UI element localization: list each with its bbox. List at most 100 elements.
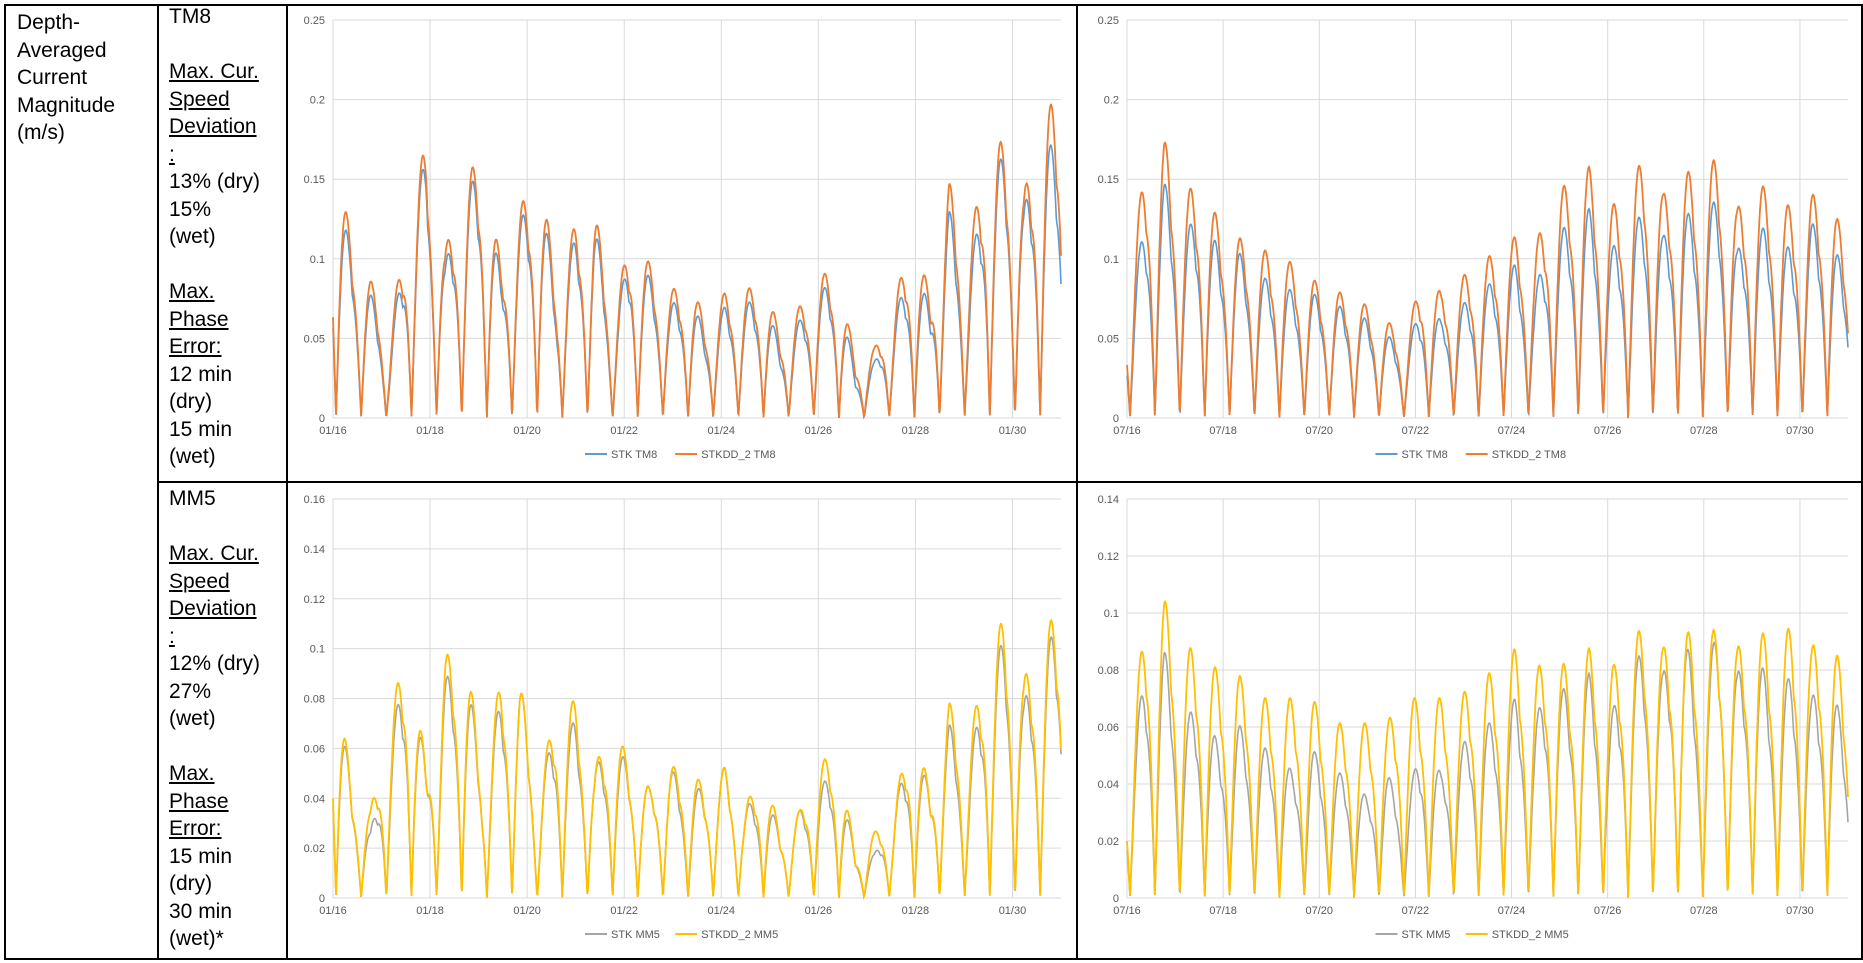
- x-tick-label: 01/18: [416, 425, 444, 437]
- station-stats-tm8: TM8 Max. Cur. Speed Deviation : 13% (dry…: [169, 3, 287, 471]
- y-tick-label: 0.15: [304, 174, 325, 186]
- x-tick-label: 07/28: [1690, 905, 1718, 917]
- table-border-top: [4, 4, 1862, 6]
- x-tick-label: 01/24: [708, 425, 736, 437]
- speed-deviation-value: (wet): [169, 225, 216, 248]
- table-border-right: [1861, 4, 1863, 960]
- y-tick-label: 0.06: [1098, 722, 1119, 734]
- series-line: [332, 103, 1062, 418]
- phase-error-label: Max.: [169, 762, 215, 785]
- speed-deviation-label: Max. Cur.: [169, 60, 259, 83]
- y-tick-label: 0.06: [304, 743, 325, 755]
- column-divider: [286, 4, 288, 960]
- y-tick-label: 0.25: [304, 15, 325, 27]
- x-tick-label: 07/18: [1209, 425, 1237, 437]
- y-tick-label: 0.1: [310, 644, 325, 656]
- series-line: [1126, 600, 1849, 898]
- x-tick-label: 07/26: [1594, 905, 1622, 917]
- parameter-label-line: Current: [17, 66, 88, 89]
- phase-error-value: (dry): [169, 390, 213, 413]
- speed-deviation-label: Speed: [169, 569, 230, 593]
- y-tick-label: 0.1: [310, 254, 325, 266]
- table-border-bottom: [4, 958, 1862, 960]
- x-tick-label: 01/30: [999, 905, 1027, 917]
- x-tick-label: 07/22: [1402, 425, 1430, 437]
- chart-mm5-january: 0 0.02 0.04 0.06 0.08 0.1 0.12 0.14 0.16 01/16 01/…: [289, 487, 1071, 956]
- phase-error-label: Max.: [169, 280, 215, 303]
- legend-label: STKDD_2 MM5: [701, 929, 778, 941]
- x-tick-label: 07/16: [1113, 425, 1141, 437]
- speed-deviation-label: Deviation: [169, 115, 257, 138]
- x-tick-label: 07/20: [1306, 425, 1334, 437]
- y-tick-label: 0.2: [310, 95, 325, 107]
- chart-tm8-january: 0 0.05 0.1 0.15 0.2 0.25 01/16 01/18 01/20 01/22 0…: [289, 8, 1071, 476]
- y-tick-label: 0.05: [304, 333, 325, 345]
- column-divider: [1076, 4, 1078, 960]
- phase-error-value: (wet): [169, 445, 216, 468]
- parameter-label-line: Magnitude: [17, 93, 116, 117]
- x-tick-label: 07/26: [1594, 425, 1622, 437]
- speed-deviation-value: 27%: [169, 679, 212, 703]
- x-tick-label: 01/26: [805, 425, 833, 437]
- parameter-label-line: Depth-: [17, 11, 81, 34]
- x-tick-label: 01/28: [902, 905, 930, 917]
- y-tick-label: 0: [1113, 413, 1119, 425]
- station-name: TM8: [169, 5, 211, 28]
- y-tick-label: 0.1: [1104, 254, 1119, 266]
- legend-label: STK MM5: [611, 929, 660, 941]
- series-line: [332, 618, 1062, 901]
- x-tick-label: 01/20: [513, 425, 541, 437]
- speed-deviation-value: 15%: [169, 197, 212, 221]
- x-tick-label: 01/30: [999, 425, 1027, 437]
- table-border-left: [4, 4, 6, 960]
- phase-error-label: Phase: [169, 789, 229, 813]
- x-tick-label: 01/26: [805, 905, 833, 917]
- series-line: [1126, 141, 1849, 418]
- x-tick-label: 07/22: [1402, 905, 1430, 917]
- y-tick-label: 0: [319, 413, 325, 425]
- y-tick-label: 0.02: [1098, 836, 1119, 848]
- x-tick-label: 07/18: [1209, 905, 1237, 917]
- y-tick-label: 0.08: [304, 694, 325, 706]
- speed-deviation-value: 12% (dry): [169, 652, 261, 675]
- x-tick-label: 07/16: [1113, 905, 1141, 917]
- y-tick-label: 0.14: [304, 544, 325, 556]
- x-tick-label: 01/16: [319, 425, 347, 437]
- station-stats-mm5: MM5 Max. Cur. Speed Deviation : 12% (dry…: [169, 485, 287, 953]
- speed-deviation-value: (wet): [169, 707, 216, 730]
- y-tick-label: 0.02: [304, 843, 325, 855]
- speed-deviation-label: Max. Cur.: [169, 542, 259, 565]
- phase-error-value: 15 min: [169, 844, 233, 868]
- y-tick-label: 0.04: [304, 793, 325, 805]
- x-tick-label: 01/28: [902, 425, 930, 437]
- parameter-label-line: Averaged: [17, 38, 107, 62]
- phase-error-label: Error:: [169, 817, 222, 840]
- y-tick-label: 0.12: [304, 594, 325, 606]
- x-tick-label: 01/22: [610, 905, 638, 917]
- legend-label: STK TM8: [611, 449, 657, 461]
- y-tick-label: 0.2: [1104, 95, 1119, 107]
- x-tick-label: 07/20: [1306, 905, 1334, 917]
- station-name: MM5: [169, 487, 216, 510]
- row-divider: [158, 481, 1862, 483]
- legend-label: STK TM8: [1402, 449, 1448, 461]
- phase-error-value: (dry): [169, 872, 213, 895]
- x-tick-label: 07/30: [1786, 425, 1814, 437]
- y-tick-label: 0.25: [1098, 15, 1119, 27]
- speed-deviation-label: :: [169, 624, 175, 648]
- phase-error-value: 30 min: [169, 899, 233, 923]
- y-tick-label: 0.04: [1098, 779, 1119, 791]
- x-tick-label: 07/30: [1786, 905, 1814, 917]
- parameter-label: Depth- Averaged Current Magnitude (m/s): [17, 9, 157, 147]
- phase-error-value: 12 min: [169, 362, 233, 386]
- phase-error-value: (wet)*: [169, 927, 224, 950]
- y-tick-label: 0.14: [1098, 494, 1119, 506]
- chart-mm5-july: 0 0.02 0.04 0.06 0.08 0.1 0.12 0.14 07/16 07/18 07…: [1083, 487, 1858, 956]
- y-tick-label: 0.15: [1098, 174, 1119, 186]
- x-tick-label: 07/28: [1690, 425, 1718, 437]
- phase-error-value: 15 min: [169, 417, 233, 441]
- x-tick-label: 01/18: [416, 905, 444, 917]
- y-tick-label: 0.08: [1098, 665, 1119, 677]
- x-tick-label: 01/16: [319, 905, 347, 917]
- chart-tm8-july: 0 0.05 0.1 0.15 0.2 0.25 07/16 07/18 07/20 07/22 0…: [1083, 8, 1858, 476]
